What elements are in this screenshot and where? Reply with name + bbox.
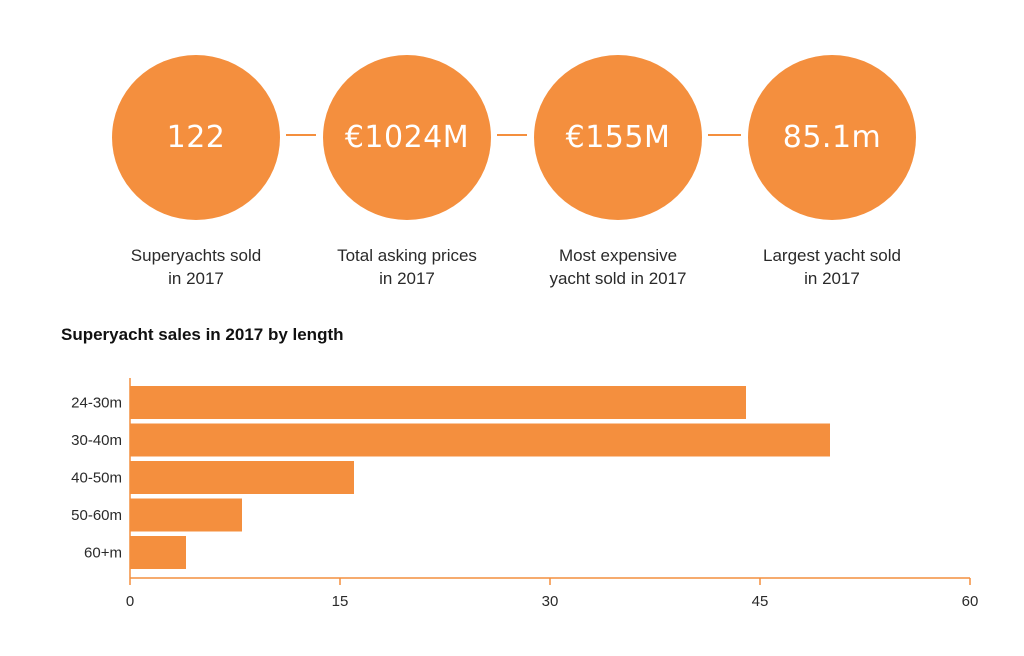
stat-caption-yachts-sold: Superyachts sold in 2017 (86, 244, 306, 290)
x-tick-label: 0 (126, 593, 134, 610)
caption-line: in 2017 (804, 269, 860, 288)
x-tick-label: 15 (332, 593, 349, 610)
caption-line: Superyachts sold (130, 246, 262, 265)
chart-title: Superyacht sales in 2017 by length (61, 325, 344, 344)
stat-caption-largest-yacht: Largest yacht sold in 2017 (722, 244, 942, 290)
stat-value: 85.1m (782, 120, 882, 155)
caption-line: yacht sold in 2017 (549, 269, 687, 288)
stat-value: 122 (166, 120, 226, 155)
caption-line: in 2017 (379, 269, 435, 288)
stat-circle-most-expensive: €155M (534, 55, 702, 220)
connector-line (708, 134, 741, 136)
stat-caption-total-asking: Total asking prices in 2017 (297, 244, 517, 290)
bar (130, 461, 354, 494)
bar (130, 423, 830, 457)
bar (130, 536, 186, 569)
bar-chart: 24-30m 30-40m 40-50m 50-60m 60+m 0 15 30 45 60 (71, 378, 979, 610)
caption-line: in 2017 (168, 269, 224, 288)
x-tick-label: 45 (752, 593, 769, 610)
category-label: 50-60m (71, 507, 122, 524)
stat-value: €155M (565, 120, 671, 155)
bar (130, 498, 242, 532)
x-tick-label: 30 (542, 593, 559, 610)
stat-value: €1024M (344, 120, 470, 155)
category-label: 40-50m (71, 470, 122, 487)
stat-caption-most-expensive: Most expensive yacht sold in 2017 (508, 244, 728, 290)
category-label: 24-30m (71, 395, 122, 412)
x-tick-label: 60 (962, 593, 979, 610)
caption-line: Total asking prices (337, 246, 477, 265)
category-label: 30-40m (71, 432, 122, 449)
stat-circle-yachts-sold: 122 (112, 55, 280, 220)
connector-line (286, 134, 316, 136)
caption-line: Most expensive (558, 246, 678, 265)
stats-row: 122 €1024M €155M 85.1m Superyachts sold … (0, 0, 1024, 300)
caption-line: Largest yacht sold (763, 246, 901, 265)
bar (130, 386, 746, 419)
stat-circle-largest-yacht: 85.1m (748, 55, 916, 220)
category-label: 60+m (84, 545, 122, 562)
stat-circle-total-asking: €1024M (323, 55, 491, 220)
connector-line (497, 134, 527, 136)
